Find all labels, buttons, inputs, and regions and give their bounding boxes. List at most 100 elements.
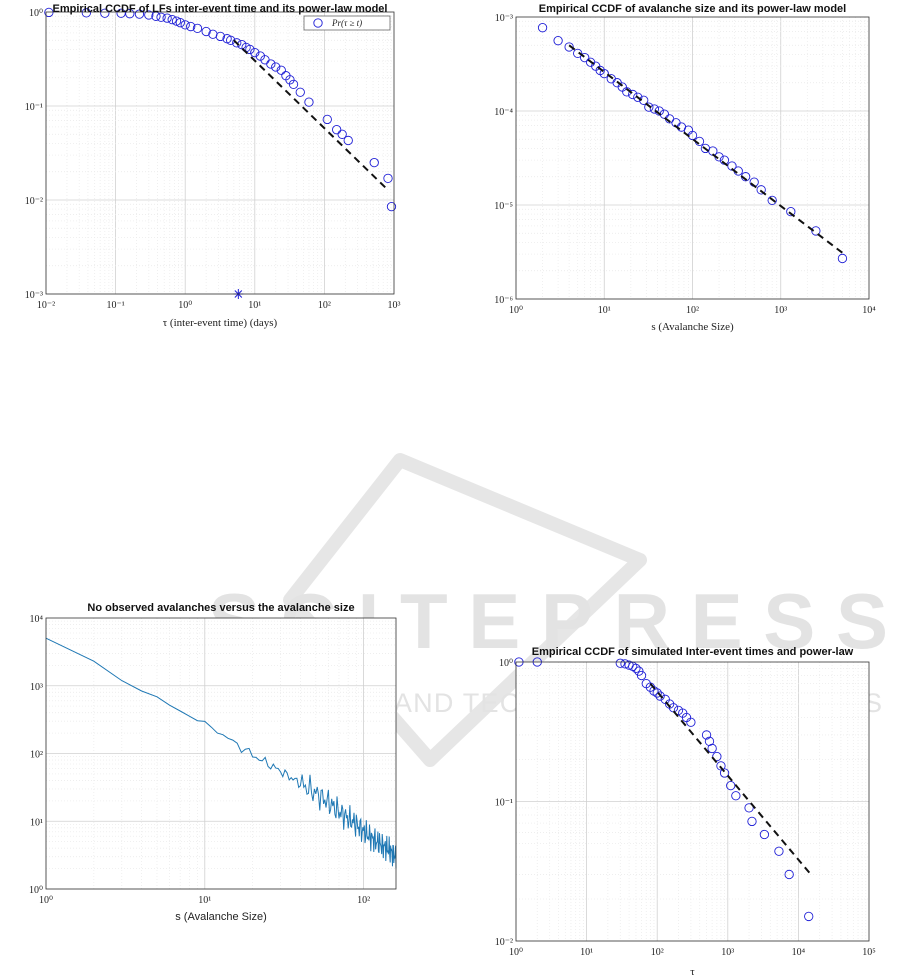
avalanche-count-line [45,637,397,869]
x-tick-label: 10² [686,305,699,316]
data-point [81,8,92,18]
data-point [288,79,299,89]
x-tick-label: 10¹ [580,947,593,958]
y-tick-label: 10⁻¹ [495,798,513,809]
y-tick-label: 10⁻² [25,196,43,207]
data-point [786,206,796,217]
x-tick-label: 10⁴ [792,947,806,958]
x-tick-label: 10² [651,947,664,958]
power-law-fit-line [568,44,844,254]
x-tick-label: 10⁴ [862,305,876,316]
data-point [731,791,741,801]
data-point [192,23,203,33]
x-tick-label: 10⁻² [37,300,55,311]
data-point [304,97,314,107]
marker-series [514,657,814,922]
data-point [716,761,726,771]
data-point [580,52,590,63]
data-point [837,253,848,264]
data-point [271,62,281,72]
grid [45,12,394,295]
x-tick-label: 10³ [721,947,734,958]
chart-p1: 10⁻² 10⁻¹ 10⁰ 10¹ 10² 10³10⁰10⁻¹10⁻²10⁻³Empir… [25,3,401,329]
y-tick-label: 10⁻² [495,937,513,948]
data-point [631,663,641,674]
data-point [599,68,609,79]
x-tick-label: 10⁰ [39,895,53,906]
data-point [250,47,260,58]
x-tick-label: 10⁵ [862,947,876,958]
data-point [156,12,166,22]
x-tick-label: 10⁰ [509,947,523,958]
y-tick-label: 10⁰ [29,8,43,19]
data-point [276,65,286,75]
data-point [369,157,379,168]
chart-p2: 10⁰ 10¹ 10² 10³ 10⁴ 10⁻³ 10⁻⁴ 10⁻⁵ 10⁻⁶ Empirical… [494,3,876,333]
data-point [208,29,218,39]
data-point [125,9,135,19]
y-tick-label: 10⁻³ [25,290,43,301]
chart-title: Empirical CCDF of LFs inter-event time a… [53,3,388,15]
data-point [383,173,393,183]
data-point [386,201,397,212]
y-tick-label: 10² [30,750,43,761]
chart-title: Empirical CCDF of simulated Inter-event … [532,646,854,658]
data-point [343,135,353,146]
data-point [295,87,305,97]
chart-title: Empirical CCDF of avalanche size and its… [539,3,846,15]
data-point [186,21,196,32]
y-tick-label: 10⁻⁴ [494,107,513,118]
data-point [162,13,172,23]
data-point [767,195,777,206]
data-point [215,31,226,42]
x-tick-label: 10³ [388,300,401,311]
chart-p4: 10⁰ 10¹ 10² 10³ 10⁴ 10⁵ 10⁰ 10⁻¹ 10⁻² Empirical C… [495,646,876,978]
x-tick-label: 10⁰ [509,305,523,316]
data-point [727,161,737,171]
data-point [744,803,754,813]
data-point [759,829,770,840]
y-tick-label: 10¹ [30,817,43,828]
data-point [100,8,110,18]
data-point [144,10,154,20]
x-tick-label: 10³ [774,305,787,316]
data-point [332,125,342,135]
data-point [756,185,766,195]
data-point [628,89,638,100]
data-point [245,44,255,55]
y-tick-label: 10⁻⁵ [494,201,513,212]
data-point [201,26,211,37]
data-point [553,36,563,46]
legend-marker [313,18,323,28]
plot-area [46,12,394,294]
data-point [633,92,643,102]
axes-frame [45,11,395,295]
x-tick-label: 10⁰ [178,300,192,311]
x-tick-label: 10⁻¹ [106,300,124,311]
axes-frame [515,661,870,942]
x-tick-label: 10¹ [198,895,211,906]
axes-frame [515,16,870,300]
y-tick-label: 10⁻¹ [25,102,43,113]
plots-layer: 10⁻² 10⁻¹ 10⁰ 10¹ 10² 10³10⁰10⁻¹10⁻²10⁻³Empir… [25,3,877,978]
data-point [707,743,717,754]
data-point [655,691,665,701]
legend-box [303,15,391,31]
data-point [644,102,654,112]
legend-label: Pr(τ ≥ t) [331,18,362,28]
grid [515,17,869,300]
data-point [44,7,54,18]
y-tick-label: 10⁻³ [495,13,513,24]
y-tick-label: 10⁰ [499,658,513,669]
data-point [573,48,583,59]
marker-series [44,7,397,212]
data-point [167,14,177,25]
x-tick-label: 10² [318,300,331,311]
data-point [564,42,574,52]
y-tick-label: 10⁴ [30,614,44,625]
data-point [180,20,190,30]
data-point [537,23,548,33]
data-point [804,911,814,922]
data-point [639,95,649,105]
